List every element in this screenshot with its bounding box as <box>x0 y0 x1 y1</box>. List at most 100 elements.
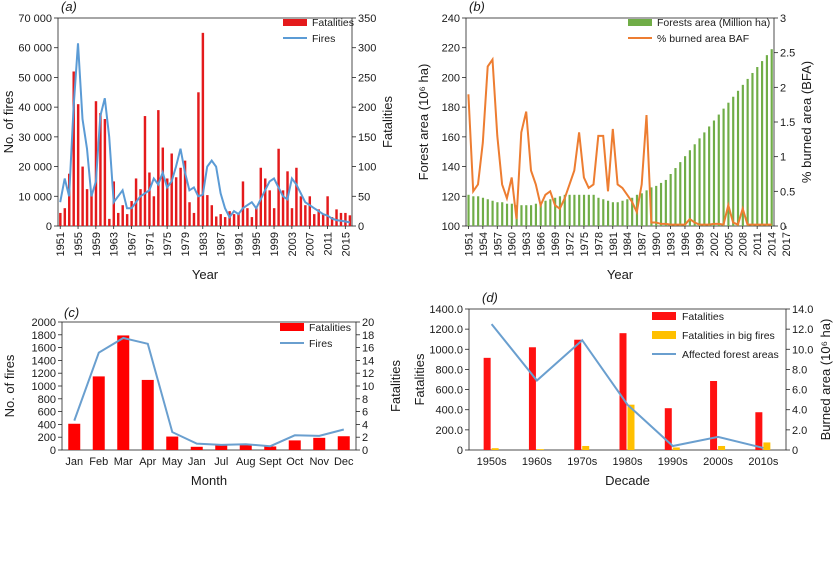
panel-b-forest-bar <box>534 203 537 226</box>
panel-b-right-axis-tick-label: 1.5 <box>780 117 795 129</box>
panel-b-forest-bar <box>568 194 571 226</box>
panel-b-x-tick-label: 1999 <box>694 232 706 256</box>
panel-d-right-axis-tick-label: 6.0 <box>792 385 807 397</box>
panel-a-right-axis-tick-label: 100 <box>358 162 376 174</box>
panel-b-forest-bar <box>582 194 586 226</box>
panel-a-right-axis-tick-label: 300 <box>358 43 376 55</box>
panel-b-forest-bar <box>611 202 614 226</box>
panel-a-x-tick-label: 1979 <box>180 232 192 256</box>
panel-b-forest-bar <box>481 197 485 226</box>
panel-b-forest-bar <box>684 156 687 226</box>
panel-b-legend-forest: Forests area (Million ha) <box>657 17 770 29</box>
panel-d-right-axis-tick-label: 12.0 <box>792 324 813 336</box>
panel-a-legend-fires: Fires <box>312 33 335 45</box>
panel-c-fatality-bar <box>239 444 252 450</box>
panel-b-x-tick-label: 2017 <box>781 232 793 256</box>
panel-c-right-axis-tick-label: 10 <box>362 381 374 393</box>
panel-a-fatality-bar <box>250 217 254 226</box>
panel-a-right-axis-tick-label: 0 <box>358 221 364 233</box>
panel-b-right-axis-tick-label: 3 <box>780 13 786 25</box>
panel-b-forest-bar <box>549 199 552 226</box>
panel-a-fatality-bar <box>255 208 258 226</box>
panel-b-forest-bar <box>467 194 470 226</box>
panel-a-fatality-bar <box>268 190 271 226</box>
panel-b-forest-bar <box>698 138 701 226</box>
panel-a-fatality-bar <box>219 214 222 226</box>
panel-d-legend-forest-areas: Affected forest areas <box>682 349 779 361</box>
panel-c-right-axis-tick-label: 20 <box>362 317 374 329</box>
panel-d-fatality-bar <box>483 357 491 450</box>
panel-d-bigfire-bar <box>627 404 635 450</box>
panel-a-fatality-bar <box>192 212 196 226</box>
panel-d-right-axis-tick-label: 14.0 <box>792 304 813 316</box>
panel-d-fatality-bar <box>574 339 582 450</box>
panel-b-forest-bar <box>592 194 595 226</box>
panel-b-forest-bar <box>751 72 754 226</box>
panel-c-x-tick-label: Aug <box>236 456 256 468</box>
panel-a-fatality-bar <box>108 218 111 226</box>
panel-b-forest-bar <box>587 194 590 226</box>
panel-b-left-axis-tick-label: 140 <box>442 162 460 174</box>
panel-a-left-axis-tick-label: 0 <box>46 221 52 233</box>
panel-b-forest-bar <box>640 193 643 226</box>
panel-a-fatality-bar <box>72 71 75 226</box>
panel-b-left-axis-tick-label: 180 <box>442 102 460 114</box>
panel-b-left-axis-tick-label: 100 <box>442 221 460 233</box>
panel-c-left-axis-tick-label: 1400 <box>32 355 56 367</box>
panel-d-bigfire-bar <box>536 449 544 450</box>
panel-c-legend-fatalities: Fatalities <box>309 322 351 334</box>
panel-a-left-axis-tick-label: 60 000 <box>18 43 52 55</box>
panel-a-fatality-bar <box>68 173 71 226</box>
panel-c-fatality-bar <box>337 436 350 450</box>
panel-c-fatality-bar <box>117 335 130 450</box>
panel-a-fatality-bar <box>143 116 147 226</box>
panel-c-right-axis-tick-label: 4 <box>362 419 368 431</box>
panel-c-x-tick-label: Oct <box>286 456 303 468</box>
panel-a-x-tick-label: 1967 <box>127 232 139 256</box>
panel-b-x-tick-label: 1981 <box>608 232 620 256</box>
panel-c-x-tick-label: May <box>162 456 183 468</box>
panel-c-left-axis-tick-label: 600 <box>38 407 56 419</box>
panel-a-fatality-bar <box>125 214 129 226</box>
panel-b-forest-bar <box>722 108 725 226</box>
panel-d-left-axis-label: Fatalities <box>412 353 427 406</box>
panel-a-fatality-bar <box>157 110 160 226</box>
panel-a-fatality-bar <box>339 212 343 226</box>
panel-b-x-tick-label: 1996 <box>680 232 692 256</box>
panel-a-x-tick-label: 1955 <box>73 232 85 256</box>
panel-c-fatality-bar <box>215 445 228 450</box>
panel-a-x-tick-label: 1975 <box>162 232 174 256</box>
panel-c-label: (c) <box>64 305 79 320</box>
panel-a-x-tick-label: 1971 <box>144 232 156 256</box>
panel-b-forest-bar <box>712 120 716 226</box>
panel-d-x-tick-label: 1970s <box>567 456 597 468</box>
panel-c-x-axis-label: Month <box>191 473 227 488</box>
panel-a-right-axis-label: Fatalities <box>380 95 395 148</box>
panel-c-right-axis-tick-label: 12 <box>362 368 374 380</box>
panel-b-x-tick-label: 1993 <box>666 232 678 256</box>
panel-d-bigfire-bar <box>491 448 499 450</box>
panel-b-forest-bar <box>736 90 740 226</box>
panel-a-fatality-bar <box>188 202 191 226</box>
panel-d-fatality-bar <box>755 412 763 450</box>
panel-d-left-axis-tick-label: 200.0 <box>435 425 463 437</box>
panel-a-left-axis-label: No. of fires <box>1 90 16 153</box>
panel-b-forest-bar <box>510 203 513 226</box>
panel-b-forest-bar <box>770 49 773 227</box>
panel-a-fatality-bar <box>241 181 245 226</box>
panel-c-left-axis-tick-label: 800 <box>38 394 56 406</box>
panel-a-x-tick-label: 1995 <box>251 232 263 256</box>
panel-d-x-tick-label: 1950s <box>477 456 507 468</box>
panel-b-x-tick-label: 1969 <box>550 232 562 256</box>
panel-b-forest-bar <box>501 202 504 226</box>
panel-b-forest-bar <box>563 194 566 226</box>
panel-b-right-axis-tick-label: 1 <box>780 152 786 164</box>
panel-b-x-tick-label: 1990 <box>651 232 663 256</box>
panel-a-fatality-bar <box>179 167 182 226</box>
panel-a-left-axis-tick-label: 20 000 <box>18 162 52 174</box>
panel-b-forest-bar <box>539 202 542 226</box>
panel-b-forest-bar <box>659 182 663 226</box>
panel-c-x-tick-label: Jan <box>65 456 83 468</box>
panel-b-left-axis-tick-label: 200 <box>442 72 460 84</box>
